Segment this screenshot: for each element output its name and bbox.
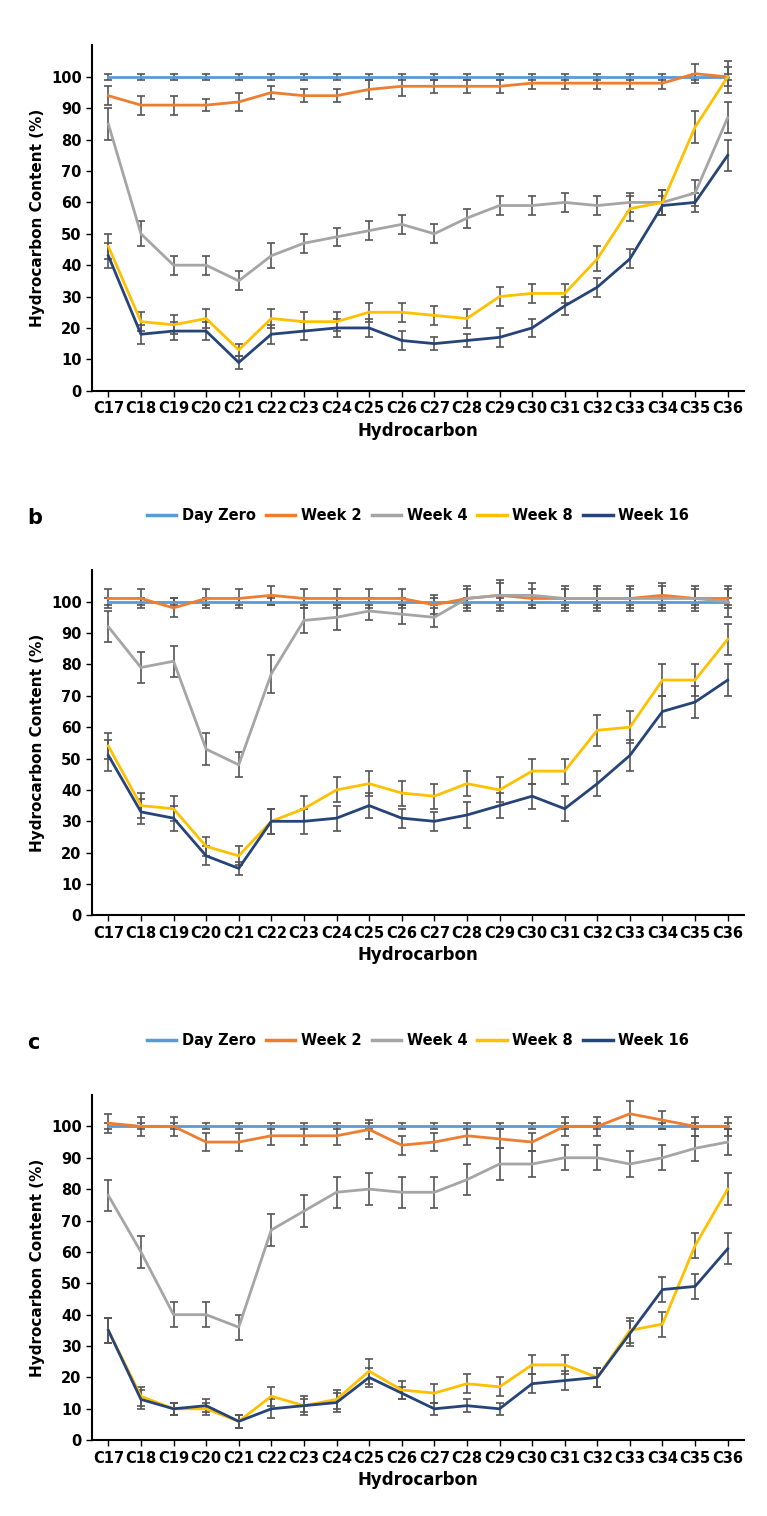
Text: c: c [27,1032,39,1052]
X-axis label: Hydrocarbon: Hydrocarbon [357,1471,479,1489]
Legend: Day Zero, Week 2, Week 4, Week 8, Week 16: Day Zero, Week 2, Week 4, Week 8, Week 1… [146,508,690,523]
Y-axis label: Hydrocarbon Content (%): Hydrocarbon Content (%) [31,1158,45,1377]
X-axis label: Hydrocarbon: Hydrocarbon [357,421,479,440]
X-axis label: Hydrocarbon: Hydrocarbon [357,946,479,964]
Y-axis label: Hydrocarbon Content (%): Hydrocarbon Content (%) [31,109,45,327]
Y-axis label: Hydrocarbon Content (%): Hydrocarbon Content (%) [31,634,45,852]
Text: a: a [27,0,41,3]
Text: b: b [27,508,42,528]
Legend: Day Zero, Week 2, Week 4, Week 8, Week 16: Day Zero, Week 2, Week 4, Week 8, Week 1… [146,1034,690,1048]
